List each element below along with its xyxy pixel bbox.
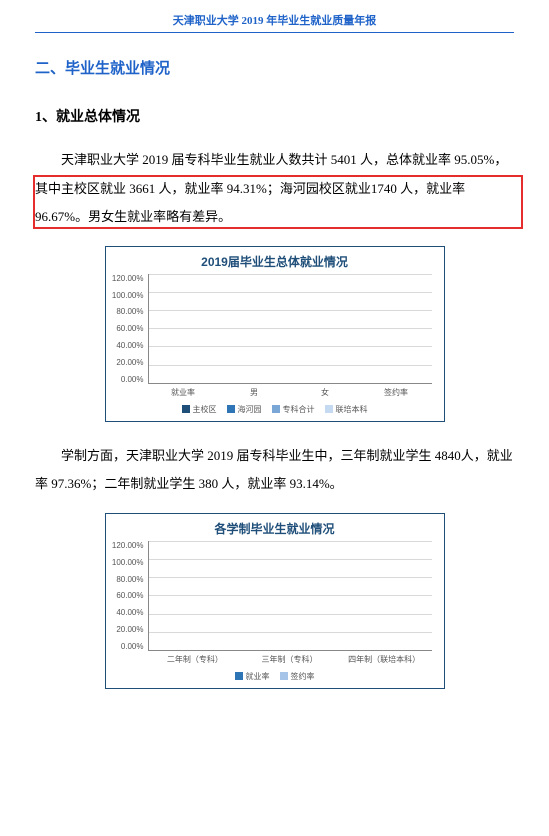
chart-2-plot: [148, 541, 432, 651]
gridline: [149, 614, 432, 615]
legend-item: 签约率: [280, 671, 315, 682]
gridline: [149, 632, 432, 633]
x-tick: 男: [219, 384, 290, 398]
gridline: [149, 559, 432, 560]
legend-item: 海河园: [227, 404, 262, 415]
gridline: [149, 328, 432, 329]
page-header: 天津职业大学 2019 年毕业生就业质量年报: [35, 0, 514, 33]
gridline: [149, 595, 432, 596]
section-title: 二、毕业生就业情况: [35, 57, 514, 78]
y-tick: 120.00%: [112, 541, 144, 550]
legend-label: 就业率: [246, 671, 270, 682]
paragraph-2: 学制方面，天津职业大学 2019 届专科毕业生中，三年制就业学生 4840人，就…: [35, 442, 514, 499]
chart-1-y-axis: 120.00% 100.00% 80.00% 60.00% 40.00% 20.00% 0.…: [106, 274, 148, 384]
chart-1-legend: 主校区 海河园 专科合计 联培本科: [106, 398, 444, 421]
y-tick: 80.00%: [116, 575, 143, 584]
chart-1-container: 2019届毕业生总体就业情况 120.00% 100.00% 80.00% 60.00…: [35, 246, 514, 422]
y-tick: 20.00%: [116, 625, 143, 634]
chart-1-x-axis: 就业率男女签约率: [148, 384, 432, 398]
gridline: [149, 292, 432, 293]
chart-2-container: 各学制毕业生就业情况 120.00% 100.00% 80.00% 60.00% 40.…: [35, 513, 514, 689]
chart-2-title: 各学制毕业生就业情况: [106, 514, 444, 541]
page-content: 二、毕业生就业情况 1、就业总体情况 天津职业大学 2019 届专科毕业生就业人…: [0, 57, 549, 689]
chart-1-grid: [149, 274, 432, 383]
gridline: [149, 541, 432, 542]
chart-2: 各学制毕业生就业情况 120.00% 100.00% 80.00% 60.00% 40.…: [105, 513, 445, 689]
chart-2-x-axis: 二年制（专科）三年制（专科）四年制（联培本科）: [148, 651, 432, 665]
x-tick: 女: [290, 384, 361, 398]
subsection-title: 1、就业总体情况: [35, 106, 514, 126]
chart-2-legend: 就业率 签约率: [106, 665, 444, 688]
legend-swatch: [227, 405, 235, 413]
gridline: [149, 274, 432, 275]
chart-2-grid: [149, 541, 432, 650]
y-tick: 100.00%: [112, 558, 144, 567]
legend-label: 海河园: [238, 404, 262, 415]
x-tick: 二年制（专科）: [148, 651, 243, 665]
legend-label: 联培本科: [336, 404, 368, 415]
y-tick: 60.00%: [116, 591, 143, 600]
gridline: [149, 365, 432, 366]
gridline: [149, 310, 432, 311]
legend-item: 主校区: [182, 404, 217, 415]
y-tick: 40.00%: [116, 341, 143, 350]
chart-1-plot: [148, 274, 432, 384]
y-tick: 0.00%: [121, 642, 144, 651]
legend-label: 主校区: [193, 404, 217, 415]
legend-item: 专科合计: [272, 404, 315, 415]
y-tick: 20.00%: [116, 358, 143, 367]
y-tick: 100.00%: [112, 291, 144, 300]
legend-label: 专科合计: [283, 404, 315, 415]
x-tick: 就业率: [148, 384, 219, 398]
legend-item: 就业率: [235, 671, 270, 682]
gridline: [149, 577, 432, 578]
legend-swatch: [235, 672, 243, 680]
y-tick: 40.00%: [116, 608, 143, 617]
legend-item: 联培本科: [325, 404, 368, 415]
x-tick: 三年制（专科）: [242, 651, 337, 665]
x-tick: 四年制（联培本科）: [337, 651, 432, 665]
legend-swatch: [182, 405, 190, 413]
legend-swatch: [272, 405, 280, 413]
legend-label: 签约率: [291, 671, 315, 682]
x-tick: 签约率: [361, 384, 432, 398]
y-tick: 0.00%: [121, 375, 144, 384]
chart-1-title: 2019届毕业生总体就业情况: [106, 247, 444, 274]
chart-1: 2019届毕业生总体就业情况 120.00% 100.00% 80.00% 60.00…: [105, 246, 445, 422]
legend-swatch: [325, 405, 333, 413]
gridline: [149, 346, 432, 347]
y-tick: 80.00%: [116, 307, 143, 316]
y-tick: 60.00%: [116, 324, 143, 333]
chart-2-y-axis: 120.00% 100.00% 80.00% 60.00% 40.00% 20.00% 0.…: [106, 541, 148, 651]
legend-swatch: [280, 672, 288, 680]
paragraph-1: 天津职业大学 2019 届专科毕业生就业人数共计 5401 人，总体就业率 95…: [35, 146, 514, 232]
y-tick: 120.00%: [112, 274, 144, 283]
